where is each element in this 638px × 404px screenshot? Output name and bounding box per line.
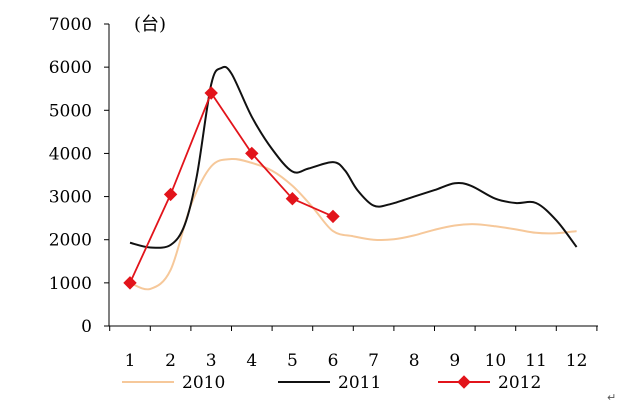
x-tick-label: 7 [368, 351, 379, 371]
y-tick-label: 5000 [49, 101, 92, 121]
y-tick-label: 1000 [49, 274, 92, 294]
legend-marker-2012 [457, 375, 471, 389]
y-tick-label: 7000 [49, 15, 92, 35]
series-line-2012 [129, 92, 334, 284]
data-point-2012 [163, 187, 178, 202]
data-point-2012 [285, 192, 300, 206]
x-tick-label: 11 [525, 351, 547, 371]
x-tick-label: 5 [287, 351, 298, 371]
data-point-2012 [326, 209, 340, 224]
chart-axes [108, 24, 598, 327]
x-tick-label: 2 [165, 351, 176, 371]
legend-item-2010: 2010 [122, 373, 225, 393]
x-tick-label: 8 [409, 351, 420, 371]
x-tick-label: 12 [566, 351, 588, 371]
series-2010 [129, 157, 577, 291]
x-tick-label: 4 [246, 351, 257, 371]
series-line-2010 [129, 157, 577, 291]
legend-label-2010: 2010 [182, 373, 225, 393]
x-tick-label: 1 [125, 351, 136, 371]
series-2012 [123, 86, 340, 290]
data-point-2012 [245, 146, 259, 161]
series-2011 [129, 65, 578, 249]
y-tick-label: 6000 [49, 58, 92, 78]
y-tick-label: 3000 [49, 188, 92, 208]
y-tick-label: 4000 [49, 144, 92, 164]
x-tick-label: 6 [328, 351, 339, 371]
series-line-2011 [129, 65, 578, 249]
x-axis-ticks: 1 2 3 4 5 6 7 8 9 10 11 12 [109, 326, 598, 371]
x-tick-label: 3 [206, 351, 217, 371]
legend-label-2012: 2012 [498, 373, 541, 393]
x-tick-label: 9 [449, 351, 460, 371]
y-axis-ticks: 0 1000 2000 3000 4000 5000 6000 7000 [49, 15, 109, 337]
legend-item-2012: 2012 [438, 373, 541, 393]
legend-item-2011: 2011 [278, 373, 381, 393]
chart-legend: 2010 2011 2012 [122, 373, 541, 393]
x-tick-label: 10 [485, 351, 507, 371]
chart-series [123, 65, 578, 291]
y-unit-label: (台) [134, 14, 166, 35]
legend-label-2011: 2011 [338, 373, 381, 393]
data-point-2012 [123, 276, 137, 290]
y-tick-label: 2000 [49, 231, 92, 251]
data-point-2012 [204, 86, 218, 100]
return-mark: ↵ [607, 391, 616, 404]
y-tick-label: 0 [81, 317, 92, 337]
